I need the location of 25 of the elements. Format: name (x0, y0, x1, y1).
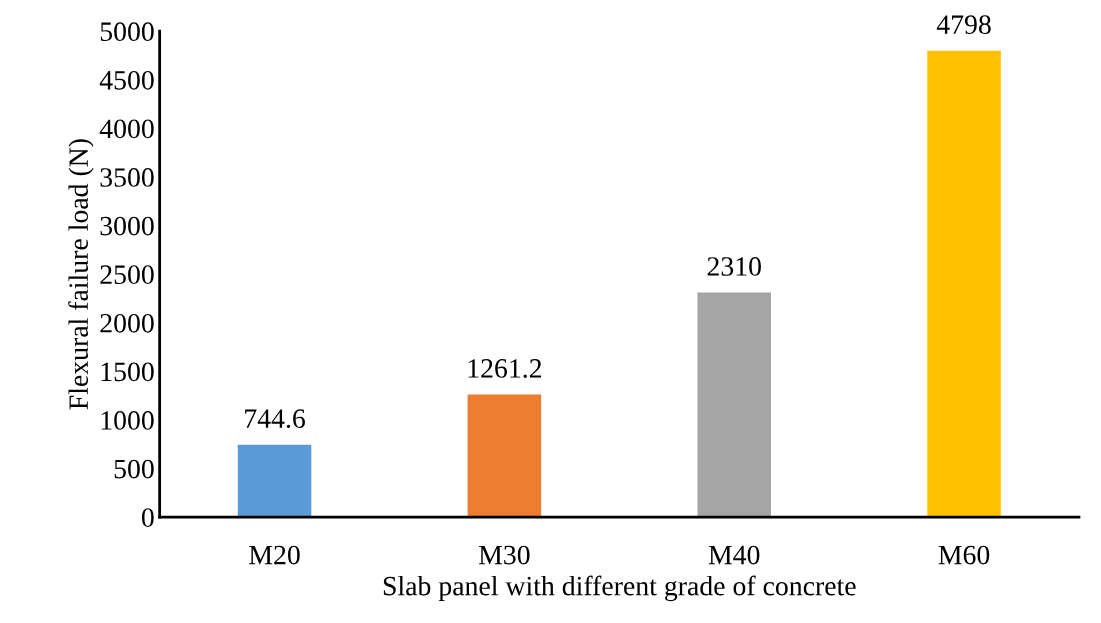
data-label: 2310 (707, 257, 761, 276)
y-tick-label: 1500 (101, 362, 154, 382)
y-tick-label: 2500 (100, 265, 154, 285)
bar (467, 394, 542, 518)
y-tick-label: 3500 (100, 168, 154, 187)
x-tick-label: M20 (249, 545, 300, 565)
y-tick-label: 3000 (100, 216, 154, 236)
data-label: 1261.2 (468, 359, 542, 378)
x-tick-label: M60 (938, 545, 990, 565)
y-tick-label: 5000 (100, 22, 154, 42)
x-tick-label: M30 (478, 545, 530, 565)
bar (927, 50, 1001, 518)
y-tick-label: 2000 (100, 313, 154, 333)
y-tick-label: 4500 (99, 70, 154, 90)
x-tick-label: M40 (708, 545, 760, 565)
y-tick-label: 1000 (101, 411, 154, 430)
y-tick-label: 500 (114, 459, 154, 479)
data-label: 4798 (936, 15, 991, 35)
bar (237, 444, 312, 518)
x-axis-title: Slab panel with different grade of concrete (383, 575, 856, 602)
bar (697, 292, 771, 518)
y-axis-title: Flexural failure load (N) (68, 139, 94, 410)
y-tick-label: 0 (141, 508, 154, 527)
data-label: 744.6 (245, 409, 305, 429)
y-tick-label: 4000 (99, 119, 154, 139)
